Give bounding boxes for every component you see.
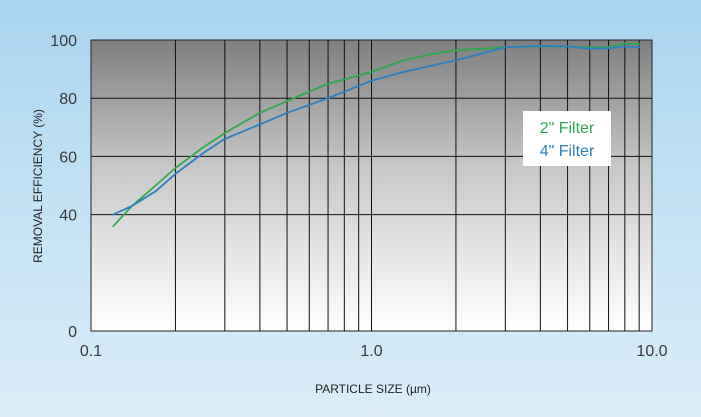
y-tick-label: 100	[50, 33, 77, 50]
x-axis-label: PARTICLE SIZE (µm)	[315, 382, 431, 396]
y-tick-label: 0	[68, 324, 77, 341]
grid-lines	[91, 40, 652, 331]
y-axis-label: REMOVAL EFFICIENCY (%)	[31, 109, 45, 263]
x-tick-label: 10.0	[636, 343, 667, 360]
y-tick-label: 40	[59, 208, 77, 225]
legend-entry: 4" Filter	[540, 143, 595, 160]
x-tick-label: 0.1	[80, 343, 102, 360]
y-tick-label: 60	[59, 149, 77, 166]
legend-box	[523, 111, 611, 166]
tick-labels: 0.1 1.0 10.0 0 40 60 80 100	[50, 33, 667, 360]
x-tick-label: 1.0	[360, 343, 382, 360]
series-line-1	[112, 42, 641, 228]
series-line-2	[112, 44, 641, 216]
series-layer	[112, 42, 641, 228]
y-tick-label: 80	[59, 91, 77, 108]
legend: 2" Filter 4" Filter	[523, 111, 611, 166]
legend-entry: 2" Filter	[540, 120, 595, 137]
